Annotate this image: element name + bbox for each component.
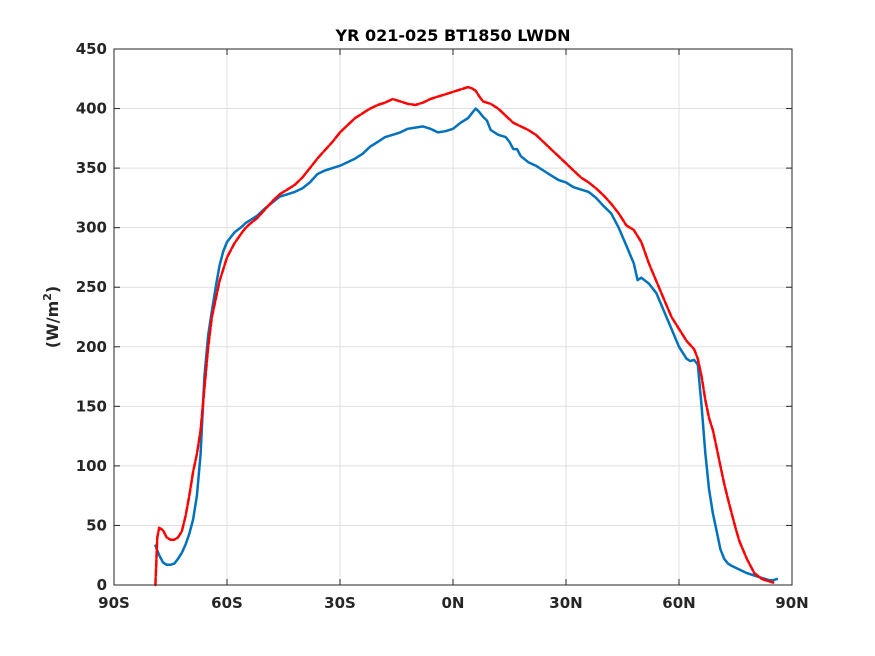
x-tick-label: 90N [775,594,808,612]
y-tick-label: 300 [76,219,107,237]
y-tick-label: 250 [76,278,107,296]
x-tick-label: 90S [98,594,130,612]
y-tick-label: 50 [86,516,107,534]
ticks: 90S 60S 30S 0N 30N 60N 90N 0 50 100 150 200 250 300 35… [76,40,809,612]
x-tick-label: 60N [662,594,695,612]
y-tick-label: 100 [76,457,107,475]
series-line-2 [154,85,775,587]
x-tick-label: 30N [549,594,582,612]
y-axis-label-end: ) [43,286,62,293]
series-line-1 [154,107,779,582]
x-tick-label: 60S [211,594,243,612]
x-tick-label: 0N [442,594,465,612]
y-tick-label: 0 [97,576,107,594]
series-layer [154,85,779,587]
grid [114,49,792,585]
y-axis-label-main: (W/m [43,301,62,348]
y-tick-label: 200 [76,338,107,356]
chart-title: YR 021-025 BT1850 LWDN [335,26,571,45]
x-tick-label: 30S [324,594,356,612]
y-tick-label: 400 [76,100,107,118]
y-tick-label: 450 [76,40,107,58]
y-tick-label: 350 [76,159,107,177]
y-axis-label-superscript: 2 [41,293,54,301]
y-axis-label: (W/m2) [41,286,62,348]
y-tick-label: 150 [76,397,107,415]
